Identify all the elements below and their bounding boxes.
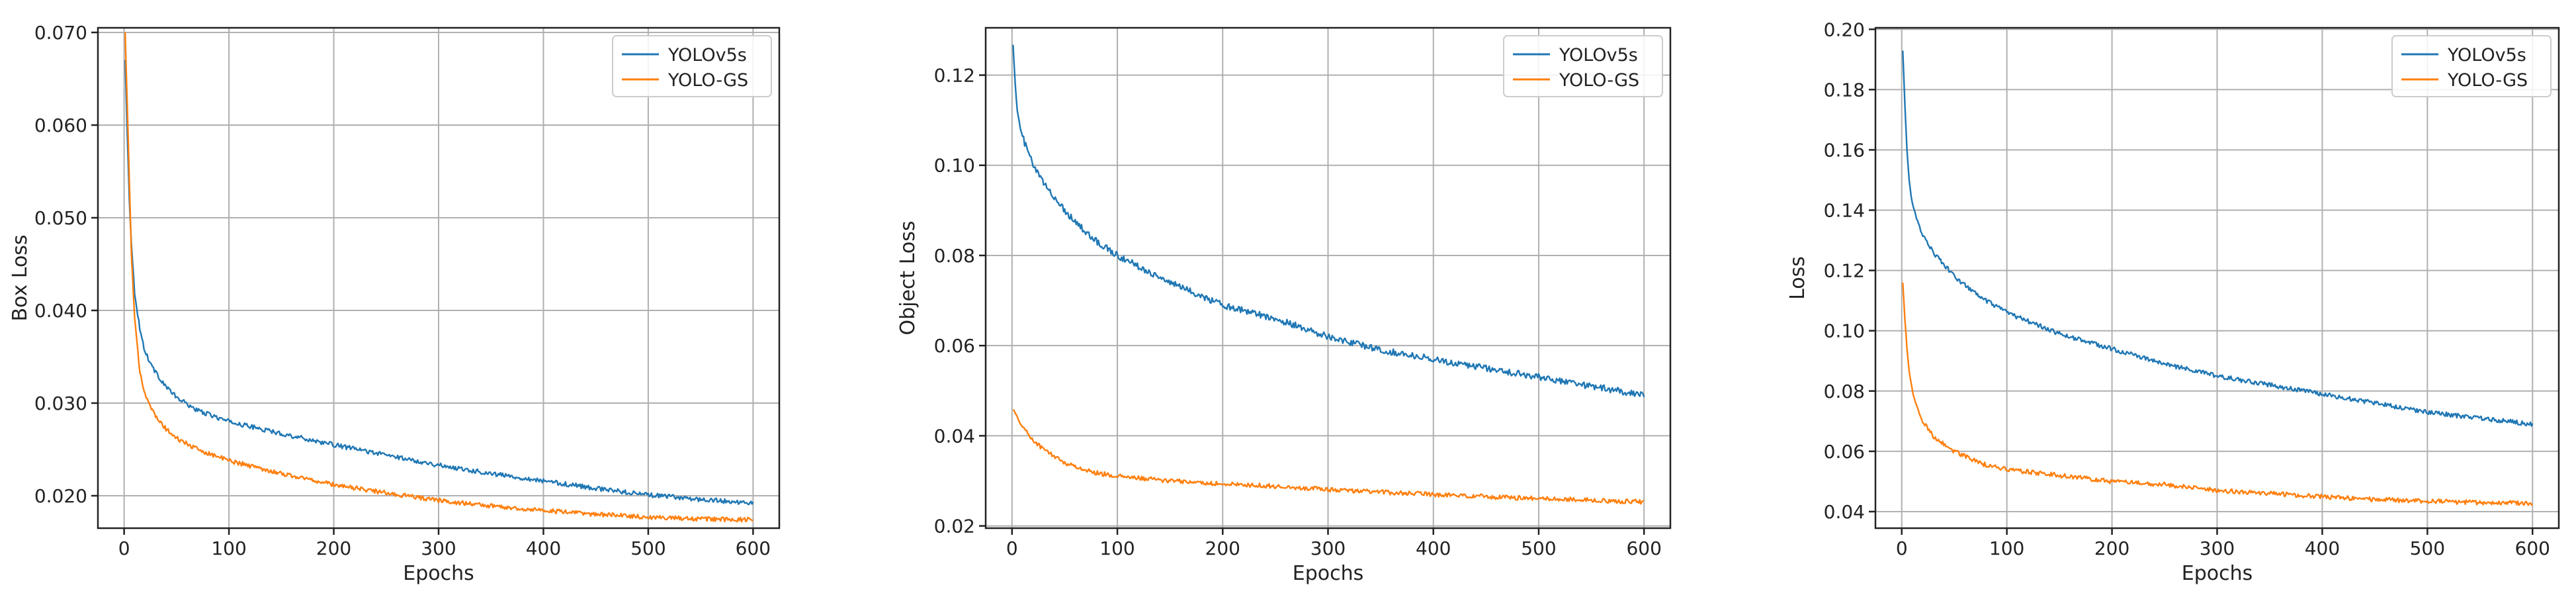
- y-tick-label: 0.12: [1824, 260, 1865, 282]
- y-tick-label: 0.06: [1824, 441, 1865, 463]
- x-tick-label: 0: [118, 537, 130, 559]
- y-tick-label: 0.16: [1824, 139, 1865, 161]
- series-line-yolov5s: [1012, 44, 1645, 398]
- chart-panel-3: 0 100 200 300 400 500 600 0.04 0.06 0.08 0.10 0.12 0…: [1786, 19, 2560, 585]
- y-tick-label: 0.10: [1824, 320, 1865, 342]
- legend: YOLOv5s YOLO-GS: [612, 35, 772, 97]
- x-tick-label: 100: [1989, 537, 2024, 559]
- y-tick-label: 0.14: [1824, 200, 1865, 222]
- x-tick-label: 400: [2305, 537, 2340, 559]
- x-axis-label: Epochs: [2182, 562, 2253, 585]
- chart-panel-2: 0 100 200 300 400 500 600 0.02 0.04 0.06 0.08 0.10 0…: [896, 26, 1672, 585]
- y-tick-label: 0.02: [934, 516, 975, 537]
- series-line-yolo-gs: [1902, 283, 2533, 506]
- y-tick-label: 0.060: [34, 115, 87, 136]
- legend-label: YOLO-GS: [667, 70, 748, 91]
- y-tick-label: 0.18: [1824, 79, 1865, 101]
- y-tick-label: 0.08: [934, 245, 975, 267]
- x-tick-label: 500: [1521, 537, 1556, 559]
- legend-box: [612, 35, 772, 97]
- x-tick-label: 0: [1896, 537, 1908, 559]
- x-tick-label: 600: [736, 537, 771, 559]
- x-tick-label: 500: [2410, 537, 2445, 559]
- legend-label: YOLOv5s: [667, 45, 747, 66]
- y-axis-label: Object Loss: [896, 220, 920, 335]
- x-tick-label: 0: [1006, 537, 1018, 559]
- y-tick-label: 0.04: [1824, 501, 1865, 523]
- y-tick-label: 0.040: [34, 300, 87, 322]
- x-tick-label: 600: [2515, 537, 2550, 559]
- y-tick-label: 0.06: [934, 335, 975, 357]
- x-axis-label: Epochs: [1293, 562, 1364, 585]
- series-line-yolov5s: [124, 60, 754, 506]
- x-tick-label: 600: [1626, 537, 1661, 559]
- y-tick-label: 0.12: [934, 65, 975, 87]
- series-line-yolov5s: [1902, 50, 2534, 427]
- y-tick-label: 0.20: [1824, 19, 1865, 40]
- x-tick-label: 100: [211, 537, 246, 559]
- y-axis-label: Box Loss: [9, 234, 32, 321]
- grid: [1875, 28, 2559, 528]
- x-tick-label: 100: [1099, 537, 1135, 559]
- y-tick-label: 0.070: [34, 22, 87, 44]
- legend-box: [1503, 35, 1663, 97]
- x-tick-label: 300: [1310, 537, 1346, 559]
- series-line-yolo-gs: [124, 32, 753, 523]
- y-tick-label: 0.04: [934, 425, 975, 447]
- legend-box: [2391, 35, 2552, 97]
- legend-label: YOLO-GS: [1559, 70, 1639, 91]
- x-tick-label: 300: [2200, 537, 2235, 559]
- x-tick-label: 300: [421, 537, 456, 559]
- x-tick-label: 200: [316, 537, 351, 559]
- y-tick-label: 0.10: [934, 155, 975, 177]
- legend: YOLOv5s YOLO-GS: [1503, 35, 1663, 97]
- y-tick-label: 0.050: [34, 207, 87, 229]
- y-tick-label: 0.030: [34, 392, 87, 414]
- series-line-yolo-gs: [1012, 408, 1645, 505]
- y-axis-label: Loss: [1786, 256, 1809, 300]
- x-tick-label: 400: [526, 537, 561, 559]
- x-tick-label: 500: [630, 537, 665, 559]
- grid: [986, 28, 1670, 528]
- grid: [98, 28, 779, 528]
- legend: YOLOv5s YOLO-GS: [2391, 35, 2552, 97]
- x-tick-label: 200: [1205, 537, 1240, 559]
- legend-label: YOLOv5s: [1559, 45, 1638, 66]
- chart-panel-1: 0 100 200 300 400 500 600 0.020 0.030 0.040 0.050 0…: [9, 22, 781, 585]
- x-axis-label: Epochs: [403, 562, 474, 585]
- legend-label: YOLO-GS: [2447, 70, 2528, 91]
- x-tick-label: 200: [2094, 537, 2129, 559]
- y-tick-label: 0.020: [34, 485, 87, 507]
- legend-label: YOLOv5s: [2447, 45, 2526, 66]
- y-tick-label: 0.08: [1824, 381, 1865, 402]
- x-tick-label: 400: [1416, 537, 1451, 559]
